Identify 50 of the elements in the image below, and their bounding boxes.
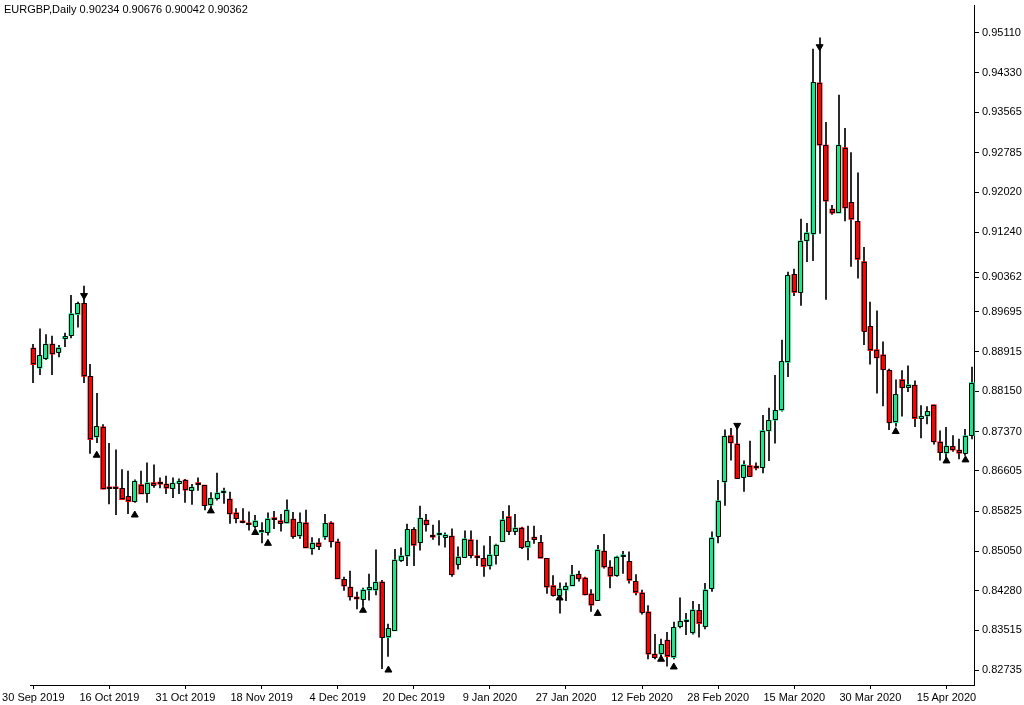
- x-tick-label: 27 Jan 2020: [535, 690, 597, 703]
- point: [80, 293, 88, 301]
- y-tick-label: 0.91240: [982, 225, 1022, 238]
- y-tick-label: 0.94330: [982, 66, 1022, 79]
- y-tick-label: 0.92020: [982, 185, 1022, 198]
- point: [891, 427, 900, 435]
- point: [251, 528, 260, 536]
- y-tick-label: 0.82735: [982, 663, 1022, 676]
- x-tick-label: 30 Mar 2020: [839, 690, 902, 703]
- x-tick-label: 9 Jan 2020: [462, 690, 518, 703]
- y-tick-label: 0.92785: [982, 145, 1022, 158]
- x-tick-label: 12 Feb 2020: [611, 690, 673, 703]
- point: [815, 44, 824, 52]
- y-tick-label: 0.93565: [982, 105, 1022, 118]
- y-tick-label: 0.88915: [982, 344, 1022, 357]
- candlestick: [626, 550, 633, 585]
- candlestick: [531, 524, 538, 545]
- x-tick-label: 28 Feb 2020: [687, 690, 750, 703]
- y-tick-label: 0.90362: [982, 270, 1022, 283]
- point: [92, 450, 101, 458]
- chart-title: EURGBP,Daily 0.90234 0.90676 0.90042 0.90362: [4, 3, 248, 15]
- x-tick-label: 16 Oct 2019: [79, 690, 140, 703]
- y-tick-label: 0.95110: [982, 25, 1021, 38]
- y-tick-label: 0.87370: [982, 424, 1022, 437]
- x-tick-label: 15 Apr 2020: [916, 690, 977, 703]
- point: [669, 662, 678, 670]
- x-tick-label: 15 Mar 2020: [763, 690, 826, 703]
- y-tick-label: 0.85050: [982, 544, 1022, 557]
- y-tick-label: 0.86605: [982, 463, 1022, 476]
- y-tick-label: 0.83515: [982, 623, 1022, 636]
- x-tick-label: 18 Nov 2019: [230, 690, 293, 703]
- y-tick-label: 0.84280: [982, 583, 1022, 596]
- point: [359, 605, 368, 613]
- point: [942, 456, 951, 464]
- point: [733, 422, 742, 430]
- point: [657, 654, 666, 662]
- point: [384, 665, 393, 673]
- y-tick-label: 0.88150: [982, 384, 1022, 397]
- y-tick-label: 0.89695: [982, 304, 1022, 317]
- point: [593, 608, 602, 616]
- x-tick-label: 20 Dec 2019: [382, 690, 445, 703]
- x-tick-label: 30 Sep 2019: [2, 690, 65, 703]
- point: [961, 455, 970, 463]
- point: [130, 510, 139, 518]
- point: [206, 506, 215, 514]
- x-tick-label: 31 Oct 2019: [155, 690, 216, 703]
- y-tick-label: 0.85825: [982, 504, 1022, 517]
- point: [263, 538, 272, 546]
- x-tick-label: 4 Dec 2019: [309, 690, 366, 703]
- candlestick: [347, 569, 354, 602]
